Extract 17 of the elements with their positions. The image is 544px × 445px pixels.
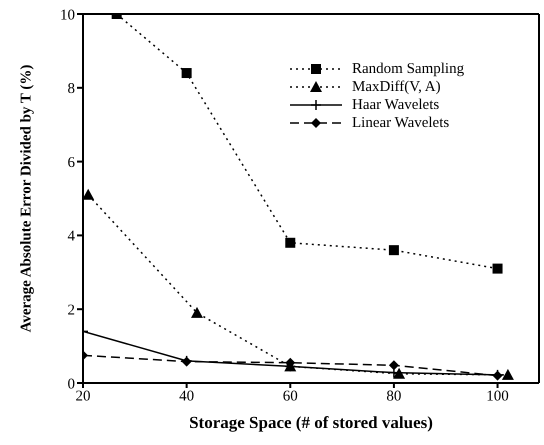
y-tick-label: 8 bbox=[68, 81, 75, 98]
y-axis-title: Average Absolute Error Divided by T (%) bbox=[18, 64, 34, 332]
x-tick-label: 80 bbox=[386, 388, 402, 405]
y-tick-label: 0 bbox=[68, 376, 75, 392]
legend-label: MaxDiff(V, A) bbox=[352, 78, 441, 96]
x-tick-label: 60 bbox=[282, 388, 298, 405]
y-tick-label: 6 bbox=[68, 154, 76, 171]
y-tick-label: 2 bbox=[68, 302, 75, 319]
y-tick-label: 4 bbox=[68, 228, 76, 245]
x-axis-title: Storage Space (# of stored values) bbox=[189, 413, 433, 432]
x-tick-label: 20 bbox=[76, 388, 90, 405]
legend-label: Haar Wavelets bbox=[352, 96, 440, 114]
x-tick-label: 40 bbox=[179, 388, 194, 405]
legend-label: Linear Wavelets bbox=[352, 114, 450, 132]
x-tick-label: 100 bbox=[486, 388, 509, 405]
legend-label: Random Sampling bbox=[352, 60, 464, 78]
y-tick-label: 10 bbox=[60, 7, 75, 24]
